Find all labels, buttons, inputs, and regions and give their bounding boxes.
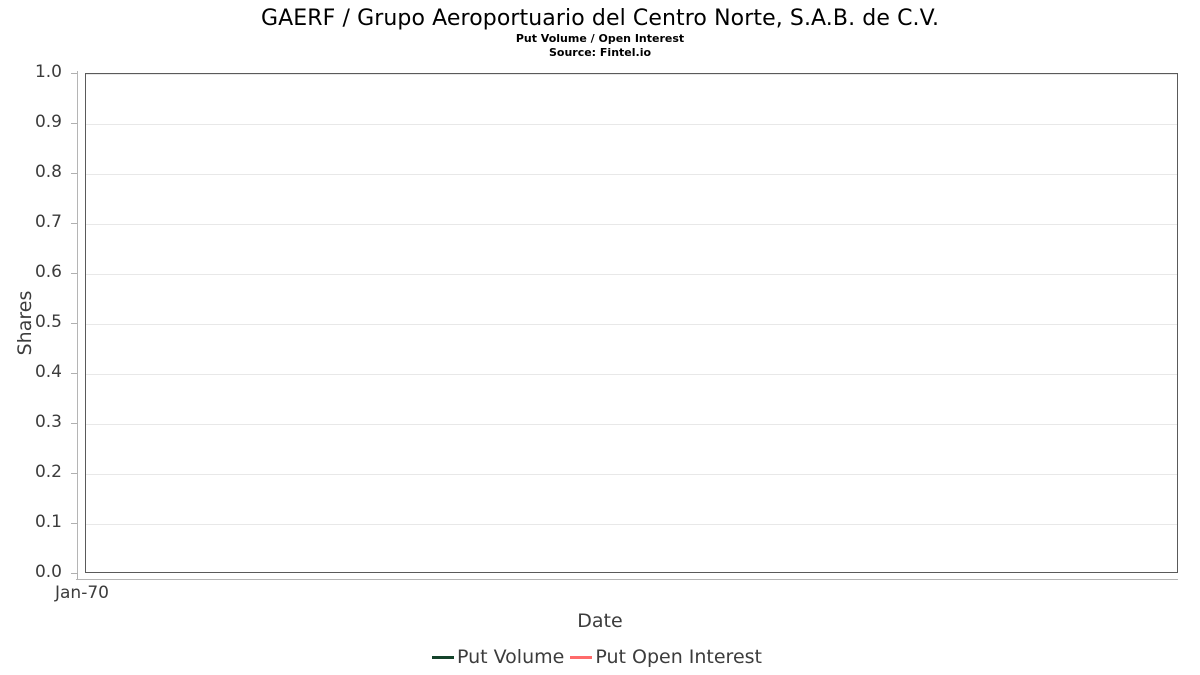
y-tick-label: 0.7	[34, 212, 62, 232]
x-axis-label: Date	[577, 610, 623, 632]
y-axis-label: Shares	[14, 290, 36, 356]
gridline	[86, 124, 1177, 125]
y-tick-label: 0.9	[34, 112, 62, 132]
y-tick-label: 1.0	[34, 62, 62, 82]
x-axis-tick	[77, 573, 78, 579]
y-axis-spine	[77, 71, 79, 579]
y-axis-tick	[71, 423, 77, 424]
legend-item[interactable]: Put Volume	[432, 646, 564, 668]
y-tick-label: 0.8	[34, 162, 62, 182]
y-axis-tick	[71, 273, 77, 274]
legend-label: Put Volume	[457, 646, 565, 668]
chart-title: GAERF / Grupo Aeroportuario del Centro N…	[260, 6, 940, 31]
legend-item[interactable]: Put Open Interest	[570, 646, 762, 668]
y-axis-tick	[71, 373, 77, 374]
legend-label: Put Open Interest	[595, 646, 762, 668]
gridline	[86, 224, 1177, 225]
y-tick-label: 0.0	[34, 562, 62, 582]
chart-subtitle-metric: Put Volume / Open Interest	[515, 32, 685, 45]
title-block: GAERF / Grupo Aeroportuario del Centro N…	[0, 6, 1200, 60]
y-axis-tick	[71, 473, 77, 474]
y-tick-label: 0.2	[34, 462, 62, 482]
y-axis-tick	[71, 123, 77, 124]
y-axis-tick	[71, 173, 77, 174]
y-tick-label: 0.5	[34, 312, 62, 332]
chart-legend: Put Volume Put Open Interest	[0, 646, 1200, 668]
y-axis-tick	[71, 573, 77, 574]
chart-subtitle-source: Source: Fintel.io	[548, 46, 652, 59]
plot-area	[85, 73, 1178, 573]
y-tick-label: 0.3	[34, 412, 62, 432]
y-axis-tick	[71, 323, 77, 324]
gridline	[86, 324, 1177, 325]
gridline	[86, 374, 1177, 375]
y-axis-tick	[71, 223, 77, 224]
y-tick-label: 0.6	[34, 262, 62, 282]
gridline	[86, 524, 1177, 525]
y-tick-label: 0.1	[34, 512, 62, 532]
x-axis-spine	[76, 579, 1178, 581]
legend-line-icon	[570, 655, 593, 659]
gridline	[86, 274, 1177, 275]
gridline	[86, 424, 1177, 425]
y-axis-tick	[71, 523, 77, 524]
gridline	[86, 174, 1177, 175]
legend-line-icon	[432, 655, 454, 659]
gridline	[86, 474, 1177, 475]
y-axis-tick	[71, 73, 77, 74]
gridline	[86, 74, 1177, 75]
x-tick-label-jan-70: Jan-70	[55, 583, 109, 603]
y-tick-label: 0.4	[34, 362, 62, 382]
